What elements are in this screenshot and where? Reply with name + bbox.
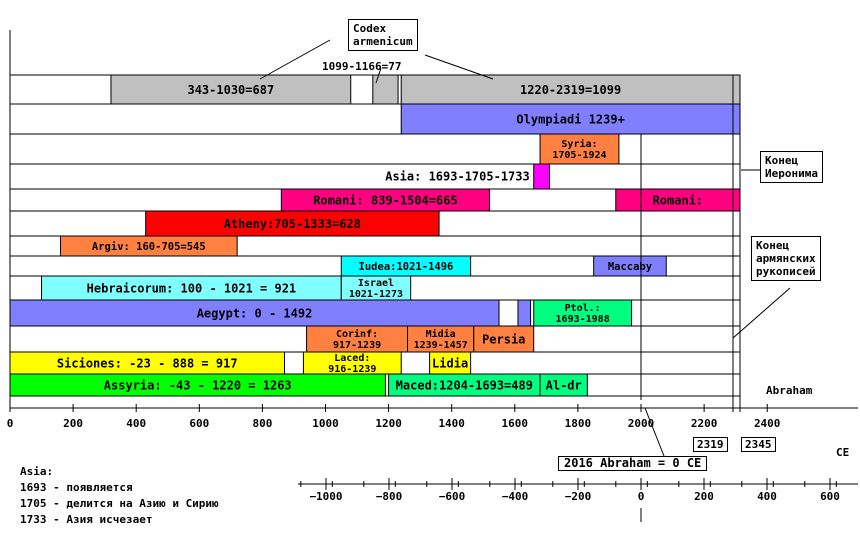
rukopisei-pointer <box>732 287 791 339</box>
bar-label: Maccaby <box>608 261 653 273</box>
ce-axis-tick-label: 200 <box>694 490 714 503</box>
bar-label: Persia <box>482 332 525 346</box>
timeline-bar <box>517 299 532 327</box>
abraham-label: Abraham <box>766 384 813 397</box>
main-axis-tick-label: 1200 <box>375 417 402 430</box>
timeline-bar <box>539 373 588 397</box>
codex-pointer-left <box>259 39 331 80</box>
bar-label: Corinf: 917-1239 <box>333 328 381 351</box>
main-axis-tick-label: 0 <box>7 417 14 430</box>
codex-pointer-right <box>424 54 494 80</box>
asia-note-line: 1733 - Азия исчезает <box>20 513 153 526</box>
main-axis-tick-label: 200 <box>63 417 83 430</box>
bar-label: Argiv: 160-705=545 <box>92 241 206 253</box>
row-frame <box>9 163 741 190</box>
konec-rukopisei-label: Конец армянских рукописей <box>751 236 821 281</box>
main-axis-tick-label: 2000 <box>628 417 655 430</box>
ce-axis-tick-label: −400 <box>502 490 529 503</box>
asia-note-title: Asia: <box>20 465 54 478</box>
bar-label: Al-dr <box>546 378 582 392</box>
year-2345-box: 2345 <box>741 437 776 452</box>
bar-label: 343-1030=687 <box>187 83 274 97</box>
bar-label: Israel 1021-1273 <box>349 278 403 300</box>
main-axis-tick-label: 1000 <box>312 417 339 430</box>
bar-label: Syria: 1705-1924 <box>552 138 606 161</box>
ce-axis-tick-label: −200 <box>565 490 592 503</box>
ce-axis-tick-label: −1000 <box>309 490 342 503</box>
konec-ieronima-label: Конец Иеронима <box>760 151 823 183</box>
ce-axis-tick-label: 400 <box>757 490 777 503</box>
bar-label: Romani: <box>653 193 704 207</box>
asia-outer-label: Asia: 1693-1705-1733 <box>385 170 530 184</box>
year-2319-box: 2319 <box>693 437 728 452</box>
bar-label: Olympiadi 1239+ <box>516 112 624 126</box>
bar-label: Atheny:705-1333=628 <box>224 217 361 231</box>
timeline-bar <box>372 74 399 105</box>
timeline-bar <box>145 210 440 237</box>
main-axis-tick-label: 400 <box>126 417 146 430</box>
bar-label: Maced:1204-1693=489 <box>396 378 533 392</box>
asia-note-line: 1705 - делится на Азию и Сирию <box>20 497 219 510</box>
timeline-bar <box>593 255 667 277</box>
asia-note: Asia: 1693 - появляется 1705 - делится н… <box>20 464 219 528</box>
timeline-bar <box>473 325 535 353</box>
bar-label: Assyria: -43 - 1220 = 1263 <box>104 378 292 392</box>
abraham-zero-pointer <box>644 407 665 457</box>
bar-label: Midia 1239-1457 <box>414 328 468 351</box>
bar-label: Siciones: -23 - 888 = 917 <box>57 356 238 370</box>
timeline-bar <box>533 163 551 190</box>
ce-axis-tick-label: −800 <box>376 490 403 503</box>
timeline-bar <box>59 235 238 257</box>
ce-axis-label: CE <box>836 446 850 459</box>
period-1099-1166-label: 1099-1166=77 <box>322 60 402 73</box>
ce-axis-tick-label: 0 <box>638 490 645 503</box>
abraham-zero-ce-box: 2016 Abraham = 0 CE <box>558 456 708 471</box>
timeline-bar <box>539 133 620 165</box>
timeline-bar <box>9 299 500 327</box>
bar-label: Aegypt: 0 - 1492 <box>197 306 313 320</box>
main-axis-tick-label: 1400 <box>438 417 465 430</box>
asia-note-line: 1693 - появляется <box>20 481 133 494</box>
bar-label: Romani: 839-1504=665 <box>313 193 458 207</box>
main-axis-tick-label: 2200 <box>691 417 718 430</box>
ce-axis-tick-label: 600 <box>820 490 840 503</box>
bar-label: Laced: 916-1239 <box>328 353 376 375</box>
main-axis-tick-label: 800 <box>252 417 272 430</box>
bar-label: Hebraicorum: 100 - 1021 = 921 <box>87 281 297 295</box>
main-axis-tick-label: 1800 <box>565 417 592 430</box>
main-axis-tick-label: 2400 <box>754 417 781 430</box>
timeline-bar <box>533 299 633 327</box>
bar-label: 1220-2319=1099 <box>520 83 621 97</box>
timeline-bar <box>41 275 342 301</box>
ce-axis-tick-label: −600 <box>439 490 466 503</box>
codex-armenicum-label: Codex armenicum <box>348 19 418 51</box>
bar-label: Ptol.: 1693-1988 <box>556 303 610 325</box>
timeline-bar <box>110 74 352 105</box>
row-frame <box>9 133 741 165</box>
bar-label: Iudea:1021-1496 <box>359 261 454 273</box>
main-axis-tick-label: 600 <box>189 417 209 430</box>
period-pointer <box>375 67 382 84</box>
bar-label: Lidia <box>432 356 468 370</box>
main-axis-tick-label: 1600 <box>502 417 529 430</box>
